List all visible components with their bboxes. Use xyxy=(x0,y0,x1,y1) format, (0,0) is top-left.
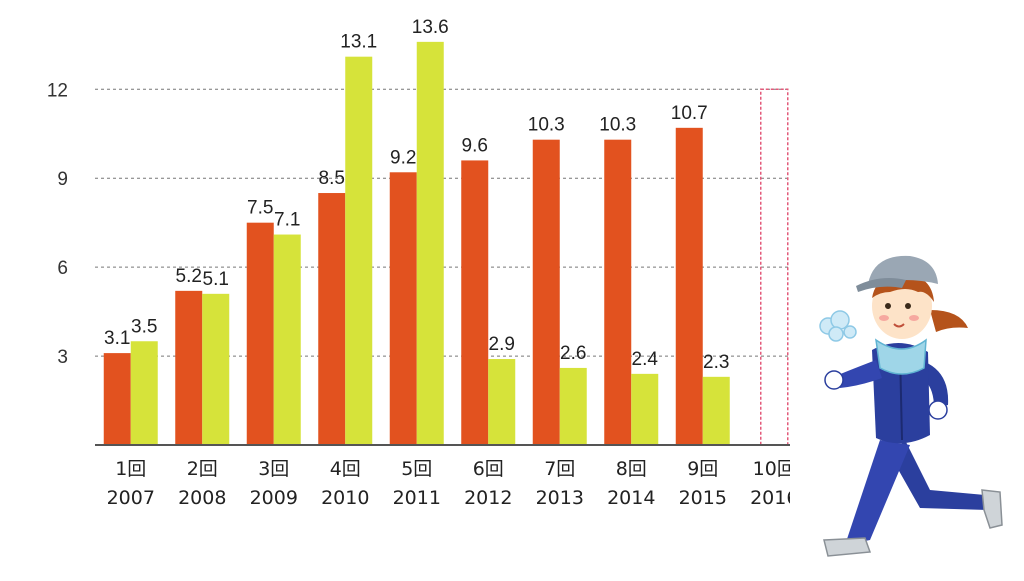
x-tick-label-round: 7回 xyxy=(544,458,575,480)
bar xyxy=(175,290,203,445)
front-arm xyxy=(838,360,882,388)
data-label: 13.1 xyxy=(340,32,377,53)
back-hand xyxy=(928,400,948,420)
bar xyxy=(631,373,659,445)
data-label: 9.2 xyxy=(390,147,416,168)
bar xyxy=(675,127,703,446)
y-tick-label: 12 xyxy=(47,80,68,101)
cheek xyxy=(909,315,919,321)
bar xyxy=(461,160,489,445)
x-tick-label-year: 2012 xyxy=(464,487,512,509)
x-axis-labels: 1回 2007 2回 2008 3回 2009 4回 2010 5回 2011 6回 2012 7回 20… xyxy=(107,458,790,509)
x-tick-label-year: 2015 xyxy=(679,487,727,509)
x-tick-label-round: 1回 xyxy=(115,458,146,480)
data-label: 5.2 xyxy=(176,266,202,287)
cap-icon xyxy=(868,255,938,284)
data-label: 2.4 xyxy=(632,349,659,370)
y-tick-label: 6 xyxy=(57,258,68,279)
x-tick-label-year: 2011 xyxy=(393,487,441,509)
x-tick-label-round: 3回 xyxy=(258,458,289,480)
data-label: 3.5 xyxy=(131,316,157,337)
data-label: 2.9 xyxy=(489,334,515,355)
eye-icon xyxy=(905,303,911,309)
x-tick-label-year: 2008 xyxy=(178,487,226,509)
bar xyxy=(246,222,274,445)
data-label: 10.3 xyxy=(599,115,636,136)
x-tick-label-round: 10回 xyxy=(753,458,790,480)
x-tick-label-year: 2010 xyxy=(321,487,369,509)
bar xyxy=(532,139,560,445)
x-tick-label-year: 2016 xyxy=(750,487,790,509)
x-tick-label-round: 4回 xyxy=(330,458,361,480)
back-shoe-icon xyxy=(981,489,1003,529)
x-tick-label-year: 2009 xyxy=(250,487,298,509)
x-tick-label-year: 2014 xyxy=(607,487,655,509)
data-label: 9.6 xyxy=(462,135,488,156)
data-label: 7.5 xyxy=(247,198,273,219)
x-tick-label-round: 9回 xyxy=(687,458,718,480)
ponytail-icon xyxy=(930,310,968,332)
data-label: 2.6 xyxy=(560,343,586,364)
bar xyxy=(702,376,730,445)
bar xyxy=(345,56,373,446)
mouth xyxy=(893,323,905,328)
bar xyxy=(559,367,587,445)
x-tick-label-round: 5回 xyxy=(401,458,432,480)
x-tick-label-round: 8回 xyxy=(616,458,647,480)
data-labels: 3.13.5 5.2 5.1 7.57.1 8.5 13.1 9.2 13.6 9.6 2.9 10… xyxy=(104,17,729,373)
data-label: 8.5 xyxy=(319,168,345,189)
y-axis-ticks: 3 6 9 12 xyxy=(47,80,68,368)
bar xyxy=(202,293,230,445)
bar xyxy=(130,341,158,445)
data-label: 5.1 xyxy=(203,269,229,290)
data-label: 13.6 xyxy=(412,17,449,38)
bar xyxy=(103,353,131,445)
bar-chart: 3 6 9 12 3.13.5 5.2 5.1 7.57.1 8.5 13.1 9.2 13.6 9.… xyxy=(47,17,790,509)
data-label: 3.1 xyxy=(104,328,130,349)
bar xyxy=(488,359,516,445)
jogging-woman-illustration xyxy=(819,255,1003,557)
back-leg xyxy=(890,440,988,510)
x-tick-label-round: 6回 xyxy=(473,458,504,480)
bar xyxy=(389,172,417,446)
breath-puff-icon xyxy=(819,310,857,342)
data-label: 10.3 xyxy=(528,115,565,136)
y-tick-label: 3 xyxy=(57,347,68,368)
data-label: 7.1 xyxy=(274,210,300,231)
y-tick-label: 9 xyxy=(57,169,68,190)
towel-icon xyxy=(875,338,927,375)
data-label: 10.7 xyxy=(671,103,708,124)
bars xyxy=(103,41,789,446)
data-label: 2.3 xyxy=(703,352,729,373)
front-hand xyxy=(824,370,844,390)
bar xyxy=(604,139,632,445)
bar xyxy=(273,234,301,445)
cap-brim xyxy=(856,278,906,292)
x-tick-label-year: 2013 xyxy=(536,487,584,509)
bar xyxy=(416,41,444,445)
x-tick-label-round: 2回 xyxy=(187,458,218,480)
front-shoe-icon xyxy=(823,537,872,557)
gridlines xyxy=(95,88,790,357)
front-leg xyxy=(845,440,910,545)
cheek xyxy=(879,315,889,321)
bar xyxy=(318,193,346,445)
eye-icon xyxy=(885,303,891,309)
x-tick-label-year: 2007 xyxy=(107,487,155,509)
